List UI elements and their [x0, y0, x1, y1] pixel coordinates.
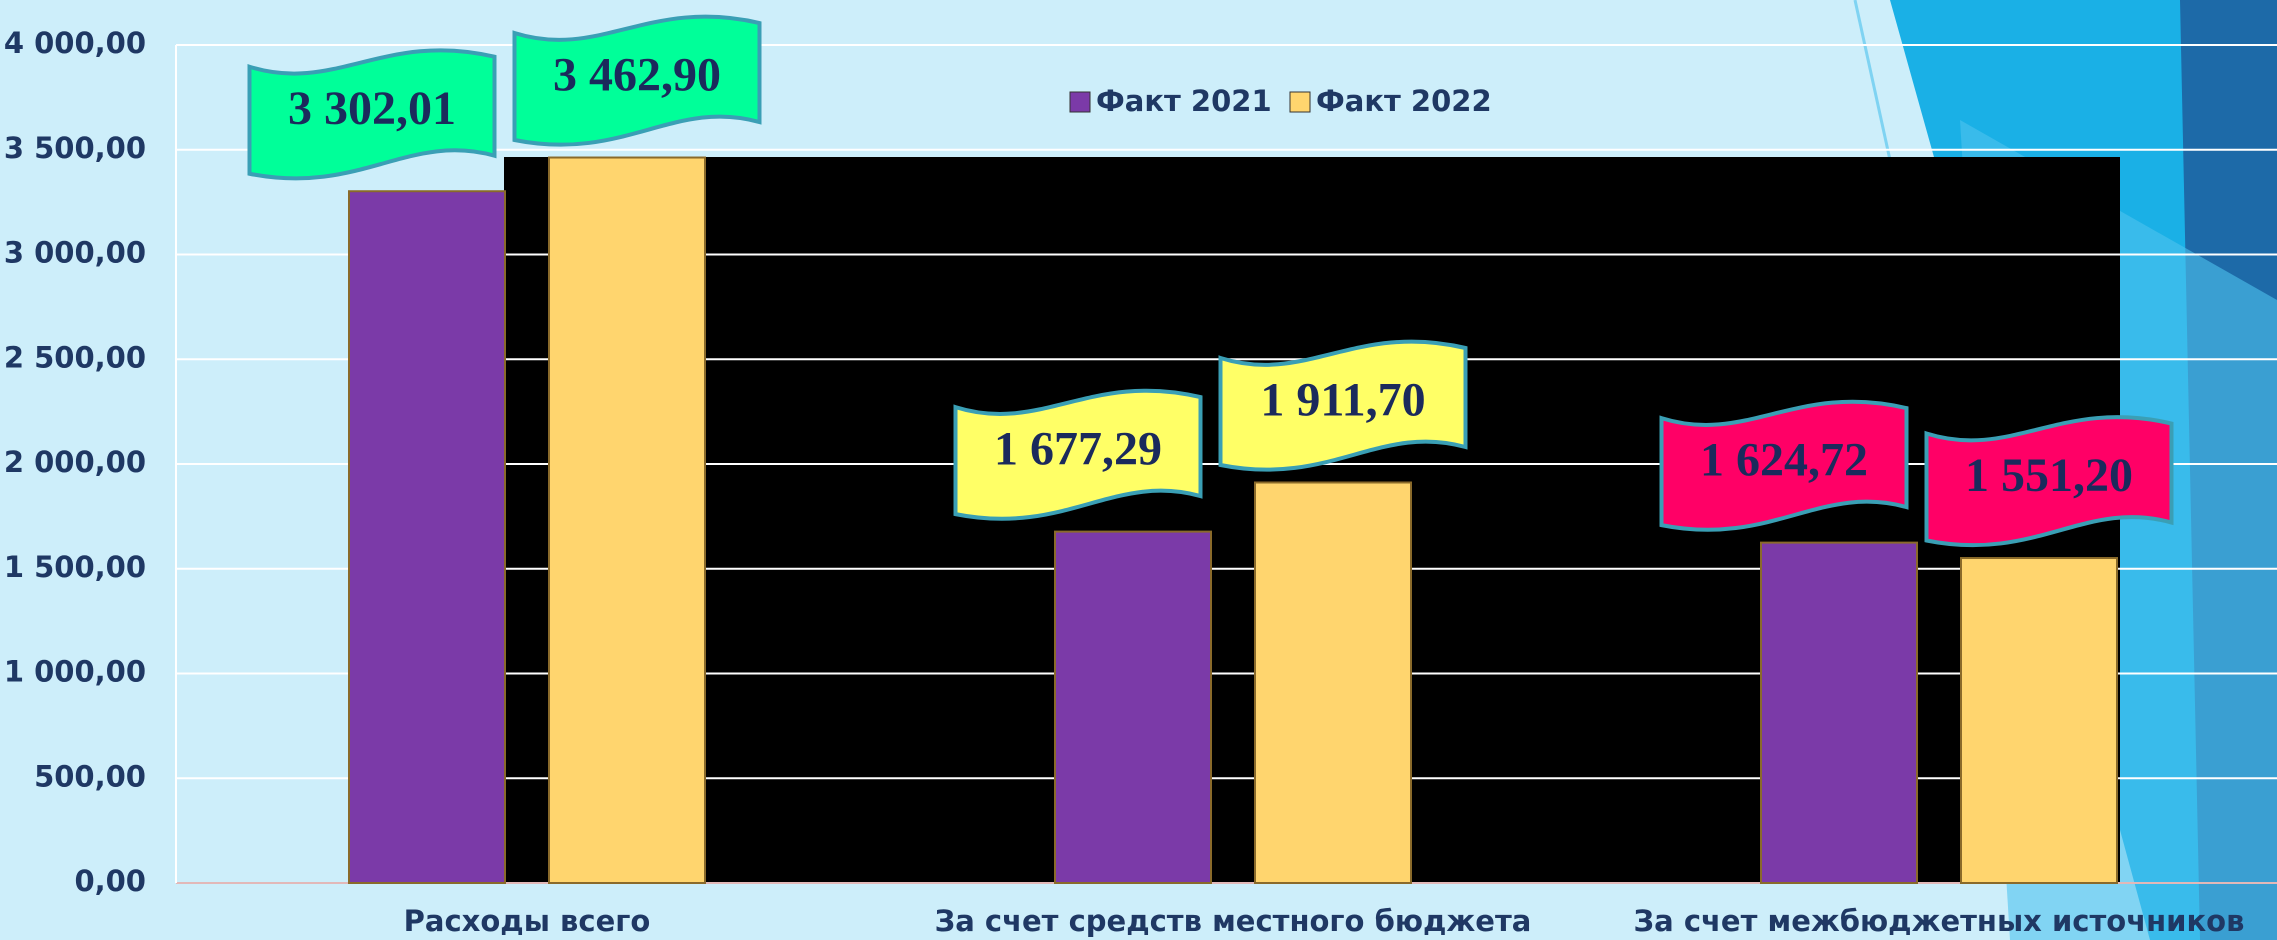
- legend-label: Факт 2022: [1316, 84, 1492, 118]
- bar: [1960, 557, 2118, 885]
- bar: [548, 156, 706, 884]
- x-tick-label: Расходы всего: [404, 904, 651, 938]
- y-tick-label: 3 500,00: [4, 131, 146, 165]
- label-banner: [247, 48, 497, 181]
- y-tick-label: 2 500,00: [4, 340, 146, 374]
- label-banner: [1218, 339, 1468, 472]
- y-tick-label: 3 000,00: [4, 236, 146, 270]
- bar: [1054, 530, 1212, 884]
- legend-swatch: [1069, 91, 1091, 113]
- bar: [1254, 481, 1412, 884]
- y-tick-label: 2 000,00: [4, 445, 146, 479]
- y-tick-label: 0,00: [74, 864, 146, 898]
- x-tick-label: За счет межбюджетных источников: [1634, 904, 2245, 938]
- y-tick-label: 1 500,00: [4, 550, 146, 584]
- value-label: 1 551,20: [1965, 449, 2133, 502]
- value-label: 1 911,70: [1260, 374, 1425, 427]
- bar: [348, 190, 506, 885]
- legend-label: Факт 2021: [1096, 84, 1272, 118]
- y-tick-label: 1 000,00: [4, 655, 146, 689]
- label-banner: [512, 14, 762, 147]
- y-tick-label: 500,00: [34, 759, 146, 793]
- label-banner: [1659, 399, 1909, 532]
- value-label: 1 677,29: [994, 423, 1162, 476]
- y-tick-label: 4 000,00: [4, 26, 146, 60]
- legend-swatch: [1289, 91, 1311, 113]
- value-label: 3 302,01: [288, 82, 456, 135]
- decor: [1853, 0, 1892, 161]
- bar: [1760, 541, 1918, 884]
- x-tick-label: За счет средств местного бюджета: [935, 904, 1532, 938]
- value-label: 1 624,72: [1700, 434, 1868, 487]
- value-label: 3 462,90: [553, 49, 721, 102]
- label-banner: [953, 388, 1203, 521]
- label-banner: [1924, 415, 2174, 548]
